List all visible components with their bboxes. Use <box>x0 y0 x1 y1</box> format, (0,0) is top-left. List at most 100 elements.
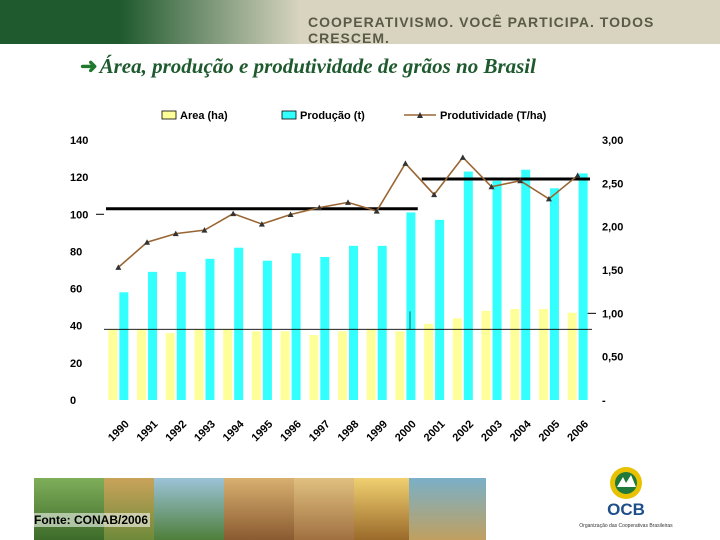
bar-producao <box>435 219 445 400</box>
point-produtividade <box>258 221 265 227</box>
x-axis-tick-label: 1998 <box>336 418 362 444</box>
line-produtividade <box>117 156 579 269</box>
x-axis-tick-label: 1997 <box>307 418 333 444</box>
bar-producao <box>176 271 186 400</box>
slide-title-text: Área, produção e produtividade de grãos … <box>99 54 536 78</box>
bar-area <box>280 331 290 400</box>
point-produtividade <box>115 264 122 270</box>
x-axis-tick-label: 2004 <box>508 418 534 444</box>
left-axis-tick-label: 0 <box>70 395 76 407</box>
bar-producao <box>148 271 158 400</box>
illustration-tile <box>34 478 104 540</box>
x-axis-tick-label: 2002 <box>450 418 476 444</box>
bar-area <box>510 309 520 400</box>
left-axis-tick-label: 40 <box>70 321 82 333</box>
bar-area <box>338 331 347 400</box>
chart: Area (ha) Produção (t) Produtividade (T/ha… <box>70 110 623 444</box>
bar-producao <box>578 173 588 400</box>
left-axis-tick-label: 120 <box>70 172 88 184</box>
point-produtividade <box>517 177 524 184</box>
bar-area <box>137 329 147 400</box>
x-axis-tick-label: 1991 <box>135 418 161 444</box>
logo-subtitle: Organização das Cooperativas Brasileiras <box>579 523 673 529</box>
legend-swatch-area <box>161 110 177 120</box>
chart-legend: Area (ha) Produção (t) Produtividade (T/ha… <box>161 110 547 122</box>
bar-area <box>366 329 376 400</box>
bar-area <box>165 333 175 400</box>
illustration-tile <box>224 478 294 540</box>
right-axis: - 0,50 1,00 1,50 2,00 2,50 3,00 <box>586 135 623 407</box>
point-produtividade <box>545 195 552 202</box>
illustration-tile <box>294 478 354 540</box>
right-axis-tick-label: 0,50 <box>602 352 623 364</box>
x-axis-tick-label: 1999 <box>364 418 390 444</box>
header-slogan: COOPERATIVISMO. VOCÊ PARTICIPA. TODOS CR… <box>308 14 655 46</box>
left-axis-tick-label: 60 <box>70 284 82 296</box>
bar-area <box>424 323 434 400</box>
x-axis-tick-label: 1990 <box>106 418 132 444</box>
bar-producao <box>492 180 502 400</box>
bar-area <box>452 318 462 400</box>
right-axis-tick-label: - <box>602 395 606 407</box>
right-axis-tick-label: 1,00 <box>602 308 623 320</box>
x-axis-tick-label: 2001 <box>422 418 448 444</box>
point-produtividade <box>488 183 495 190</box>
bar-producao <box>320 257 330 400</box>
left-axis-tick-label: 20 <box>70 358 82 370</box>
x-axis-tick-label: 2000 <box>393 418 419 444</box>
slide-title: ➜Área, produção e produtividade de grãos… <box>80 54 536 79</box>
header-band <box>0 0 720 44</box>
left-axis: 0 20 40 60 80 100 120 140 <box>70 135 104 407</box>
bar-area <box>108 329 118 400</box>
point-produtividade <box>287 211 294 218</box>
point-produtividade <box>144 239 151 245</box>
series-produtividade-line <box>115 154 581 270</box>
source-note: Fonte: CONAB/2006 <box>32 513 151 527</box>
illustration-tile <box>354 478 409 540</box>
point-produtividade <box>345 199 351 205</box>
series-producao-bars <box>119 169 588 400</box>
legend-label-producao: Produção (t) <box>300 110 365 122</box>
footer-illustration-strip <box>34 478 486 540</box>
legend-label-produtividade: Produtividade (T/ha) <box>440 110 547 122</box>
point-produtividade <box>172 230 179 237</box>
series-area-bars <box>108 309 577 400</box>
bar-area <box>538 309 548 400</box>
illustration-tile <box>409 478 486 540</box>
x-axis-tick-label: 2005 <box>537 418 563 444</box>
bar-area <box>567 312 577 400</box>
point-produtividade <box>574 172 581 179</box>
legend-label-area: Area (ha) <box>180 110 228 122</box>
illustration-tile <box>154 478 224 540</box>
bar-producao <box>349 245 358 400</box>
ocb-logo: OCB Organização das Cooperativas Brasile… <box>579 467 673 529</box>
right-axis-tick-label: 2,50 <box>602 178 623 190</box>
point-produtividade <box>402 160 409 166</box>
left-axis-tick-label: 80 <box>70 246 82 258</box>
legend-swatch-producao <box>281 110 297 120</box>
point-produtividade <box>316 204 323 211</box>
bar-producao <box>262 260 272 400</box>
left-axis-tick-label: 140 <box>70 135 88 147</box>
x-axis-tick-label: 1993 <box>192 418 218 444</box>
bar-producao <box>549 188 559 400</box>
bar-producao <box>234 247 244 400</box>
x-axis-tick-label: 2006 <box>565 418 591 444</box>
x-axis-tick-label: 1992 <box>163 418 189 444</box>
right-axis-tick-label: 3,00 <box>602 135 623 147</box>
legend-marker-produtividade <box>417 112 423 118</box>
bar-producao <box>119 292 129 400</box>
bar-area <box>251 331 261 400</box>
bar-producao <box>521 169 531 400</box>
bar-area <box>481 310 491 400</box>
x-axis-tick-label: 1995 <box>250 418 276 444</box>
logo-text: OCB <box>607 500 645 519</box>
point-produtividade <box>373 208 380 214</box>
bar-producao <box>406 212 416 400</box>
right-axis-tick-label: 2,00 <box>602 222 623 234</box>
x-axis-labels: 1990 1991 1992 1993 1994 1995 1996 1997 1998 1999… <box>106 418 591 444</box>
bar-area <box>194 329 204 400</box>
header-fade <box>0 0 300 44</box>
x-axis-tick-label: 1994 <box>221 418 247 444</box>
point-produtividade <box>201 227 208 233</box>
